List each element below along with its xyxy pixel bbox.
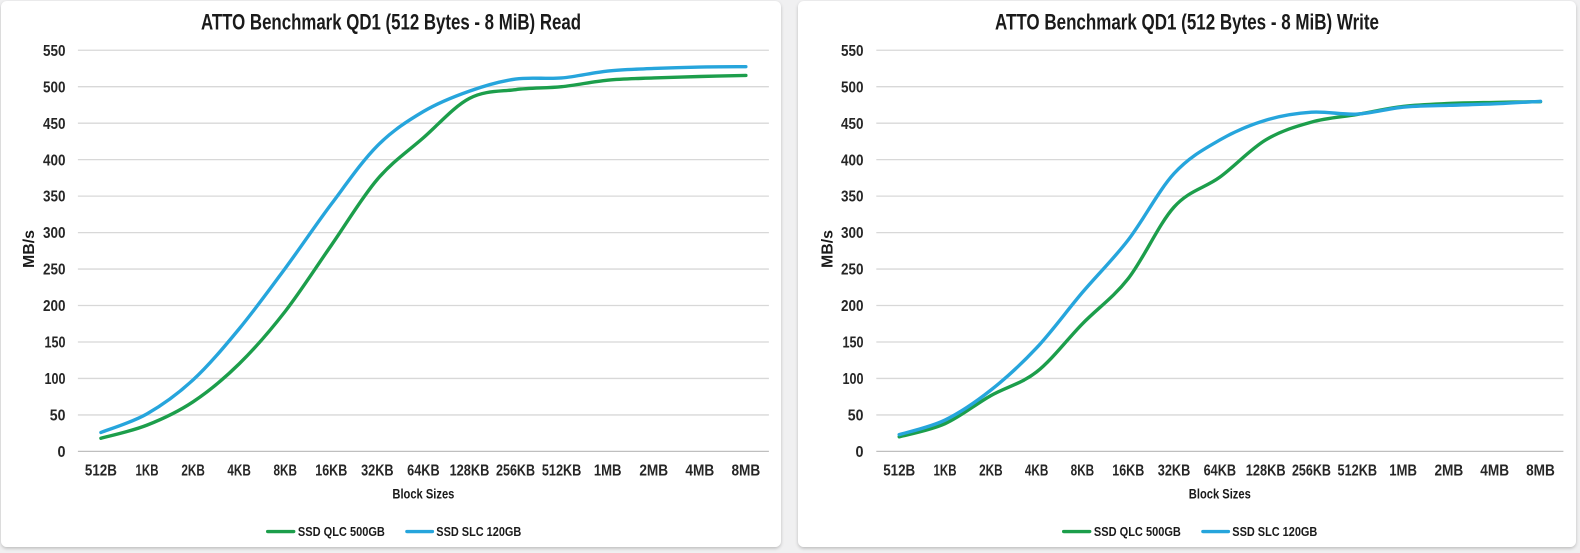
svg-text:512B: 512B xyxy=(85,463,117,480)
svg-text:1KB: 1KB xyxy=(934,463,957,480)
svg-text:500: 500 xyxy=(841,79,864,96)
svg-text:8MB: 8MB xyxy=(731,463,760,480)
svg-text:4KB: 4KB xyxy=(227,463,251,480)
svg-text:350: 350 xyxy=(43,189,66,206)
svg-text:100: 100 xyxy=(843,371,864,388)
svg-text:50: 50 xyxy=(50,408,66,425)
svg-text:2MB: 2MB xyxy=(639,463,668,480)
svg-text:300: 300 xyxy=(841,225,864,242)
svg-text:400: 400 xyxy=(841,152,864,169)
svg-text:512B: 512B xyxy=(883,463,915,480)
svg-text:2MB: 2MB xyxy=(1434,463,1463,480)
svg-text:128KB: 128KB xyxy=(1246,463,1286,480)
svg-text:8KB: 8KB xyxy=(273,463,297,480)
svg-text:4MB: 4MB xyxy=(1480,463,1509,480)
svg-text:300: 300 xyxy=(43,225,66,242)
svg-text:400: 400 xyxy=(43,152,66,169)
svg-text:256KB: 256KB xyxy=(1292,463,1331,480)
svg-text:64KB: 64KB xyxy=(1204,463,1237,480)
svg-text:500: 500 xyxy=(43,79,66,96)
svg-text:128KB: 128KB xyxy=(450,463,490,480)
svg-text:ATTO Benchmark QD1 (512 Bytes: ATTO Benchmark QD1 (512 Bytes - 8 MiB) W… xyxy=(995,10,1379,35)
svg-text:SSD QLC 500GB: SSD QLC 500GB xyxy=(298,525,385,539)
svg-text:16KB: 16KB xyxy=(315,463,347,480)
svg-text:512KB: 512KB xyxy=(542,463,582,480)
svg-text:64KB: 64KB xyxy=(407,463,440,480)
svg-text:1MB: 1MB xyxy=(594,463,622,480)
svg-text:4MB: 4MB xyxy=(685,463,714,480)
svg-text:512KB: 512KB xyxy=(1338,463,1378,480)
svg-text:32KB: 32KB xyxy=(1158,463,1191,480)
svg-text:200: 200 xyxy=(43,298,66,315)
svg-text:SSD SLC 120GB: SSD SLC 120GB xyxy=(1232,525,1317,539)
svg-text:256KB: 256KB xyxy=(496,463,535,480)
svg-text:16KB: 16KB xyxy=(1112,463,1144,480)
svg-text:550: 550 xyxy=(43,43,66,60)
svg-text:4KB: 4KB xyxy=(1025,463,1049,480)
svg-text:150: 150 xyxy=(45,335,66,352)
svg-text:MB/s: MB/s xyxy=(819,230,836,268)
svg-text:250: 250 xyxy=(43,262,66,279)
svg-text:350: 350 xyxy=(841,189,864,206)
svg-text:50: 50 xyxy=(848,408,864,425)
svg-text:450: 450 xyxy=(43,116,66,133)
svg-text:0: 0 xyxy=(58,444,66,461)
svg-text:1MB: 1MB xyxy=(1389,463,1417,480)
svg-text:450: 450 xyxy=(841,116,864,133)
svg-text:0: 0 xyxy=(856,444,864,461)
svg-text:2KB: 2KB xyxy=(979,463,1003,480)
svg-text:32KB: 32KB xyxy=(361,463,394,480)
svg-text:ATTO Benchmark QD1 (512 Bytes: ATTO Benchmark QD1 (512 Bytes - 8 MiB) R… xyxy=(201,10,581,35)
svg-text:SSD SLC 120GB: SSD SLC 120GB xyxy=(436,525,521,539)
svg-text:MB/s: MB/s xyxy=(21,230,38,268)
svg-text:150: 150 xyxy=(843,335,864,352)
svg-text:8MB: 8MB xyxy=(1526,463,1555,480)
svg-text:2KB: 2KB xyxy=(181,463,205,480)
svg-text:8KB: 8KB xyxy=(1071,463,1095,480)
svg-text:Block Sizes: Block Sizes xyxy=(1189,486,1251,502)
svg-text:550: 550 xyxy=(841,43,864,60)
svg-text:250: 250 xyxy=(841,262,864,279)
svg-text:100: 100 xyxy=(45,371,66,388)
svg-text:SSD QLC 500GB: SSD QLC 500GB xyxy=(1094,525,1181,539)
svg-text:Block Sizes: Block Sizes xyxy=(392,486,454,502)
svg-text:200: 200 xyxy=(841,298,864,315)
svg-text:1KB: 1KB xyxy=(136,463,159,480)
